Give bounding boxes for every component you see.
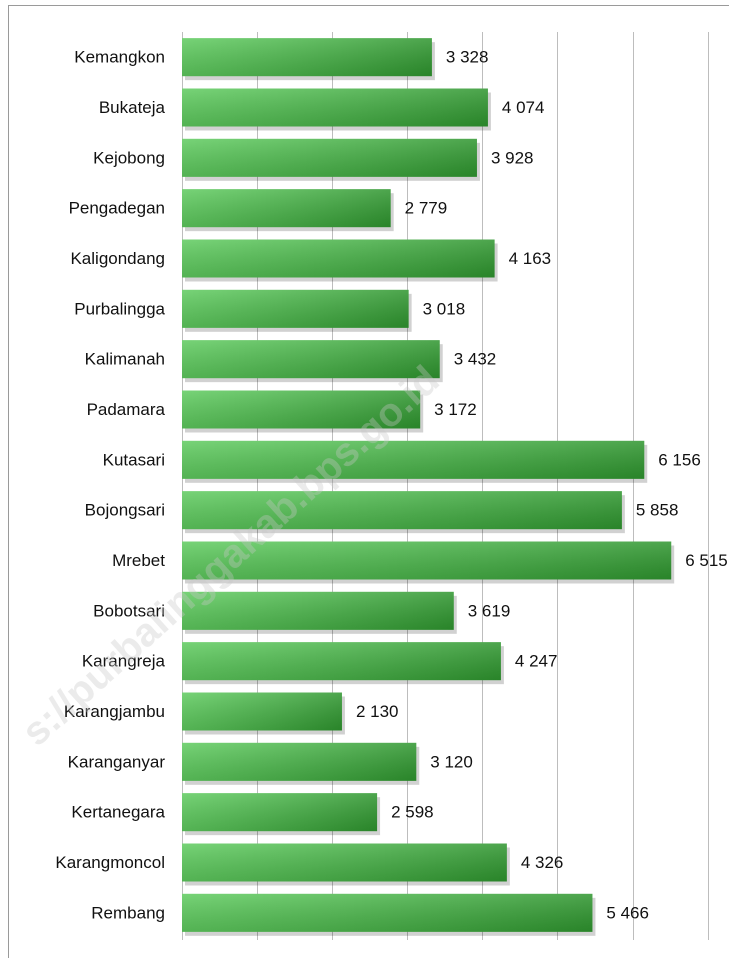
bar-highlight: [182, 89, 488, 127]
category-label: Rembang: [91, 903, 165, 922]
category-label: Padamara: [87, 400, 166, 419]
category-label: Karanganyar: [68, 752, 166, 771]
value-label: 4 163: [509, 249, 552, 268]
bar-highlight: [182, 139, 477, 177]
value-label: 2 779: [405, 199, 448, 218]
bar-highlight: [182, 592, 454, 630]
bar-highlight: [182, 743, 416, 781]
bar-highlight: [182, 844, 507, 882]
value-label: 5 858: [636, 501, 679, 520]
value-label: 4 326: [521, 853, 564, 872]
category-label: Bukateja: [99, 98, 166, 117]
category-label: Mrebet: [112, 551, 165, 570]
value-label: 6 156: [658, 450, 701, 469]
value-label: 3 928: [491, 148, 534, 167]
category-label: Kalimanah: [85, 350, 165, 369]
value-label: 3 120: [430, 752, 473, 771]
category-label: Kutasari: [103, 450, 165, 469]
value-label: 3 328: [446, 48, 489, 67]
category-label: Kejobong: [93, 148, 165, 167]
bar-highlight: [182, 693, 342, 731]
value-label: 4 247: [515, 652, 558, 671]
value-label: 2 130: [356, 702, 399, 721]
category-label: Purbalingga: [74, 299, 165, 318]
value-label: 5 466: [606, 903, 649, 922]
category-label: Karangmoncol: [55, 853, 165, 872]
bar-highlight: [182, 189, 391, 227]
bar-highlight: [182, 894, 592, 932]
category-label: Kertanegara: [71, 803, 165, 822]
bar-highlight: [182, 38, 432, 76]
category-label: Kaligondang: [70, 249, 165, 268]
value-label: 3 018: [423, 299, 466, 318]
value-label: 6 515: [685, 551, 728, 570]
value-label: 3 172: [434, 400, 477, 419]
bar-highlight: [182, 240, 495, 278]
bar-highlight: [182, 793, 377, 831]
value-label: 3 432: [454, 350, 497, 369]
bar-highlight: [182, 290, 409, 328]
category-label: Kemangkon: [74, 48, 165, 67]
value-label: 2 598: [391, 803, 434, 822]
bar-highlight: [182, 642, 501, 680]
value-label: 3 619: [468, 601, 511, 620]
bar-highlight: [182, 441, 644, 479]
value-label: 4 074: [502, 98, 545, 117]
category-label: Bojongsari: [85, 501, 165, 520]
category-label: Pengadegan: [69, 199, 165, 218]
